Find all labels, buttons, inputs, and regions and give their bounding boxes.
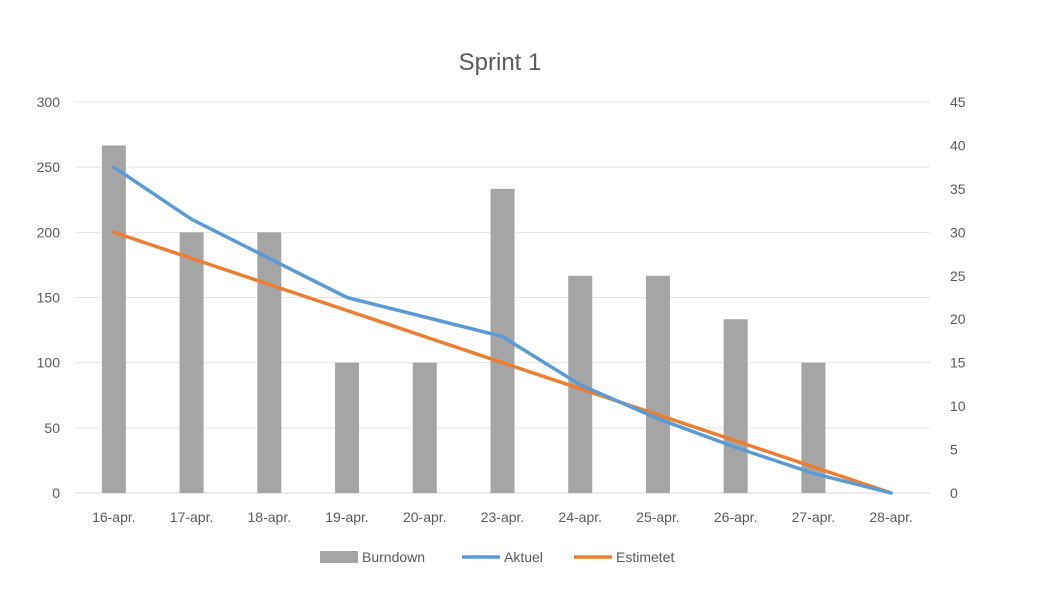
left-axis-ticks: 0 50 100 150 200 250 300 [37, 94, 61, 501]
x-axis-ticks: 16-apr. 17-apr. 18-apr. 19-apr. 20-apr. 23-ap… [92, 509, 913, 525]
burndown-bar [179, 232, 204, 494]
right-axis-tick-label: 20 [950, 311, 966, 327]
burndown-bar [101, 145, 126, 493]
x-axis-tick-label: 16-apr. [92, 509, 136, 525]
estimetet-line [112, 230, 893, 495]
legend: Burndown Aktuel Estimetet [320, 549, 674, 565]
legend-label: Burndown [362, 549, 425, 565]
legend-swatch-burndown [320, 551, 358, 563]
chart-title: Sprint 1 [459, 49, 542, 76]
burndown-bar [412, 362, 437, 493]
aktuel-line [112, 165, 893, 495]
x-axis-tick-label: 27-apr. [792, 509, 836, 525]
left-axis-tick-label: 50 [44, 420, 60, 436]
x-axis-tick-label: 26-apr. [714, 509, 758, 525]
right-axis-tick-label: 25 [950, 268, 966, 284]
burndown-bar [335, 362, 360, 493]
x-axis-tick-label: 28-apr. [869, 509, 913, 525]
left-axis-tick-label: 250 [37, 159, 61, 175]
burndown-bar [645, 275, 670, 493]
burndown-bar [723, 319, 748, 493]
series-lines [112, 165, 893, 495]
x-axis-tick-label: 20-apr. [403, 509, 447, 525]
x-axis-tick-label: 25-apr. [636, 509, 680, 525]
right-axis-tick-label: 0 [950, 485, 958, 501]
x-axis-tick-label: 19-apr. [325, 509, 369, 525]
left-axis-tick-label: 0 [52, 485, 60, 501]
left-axis-tick-label: 150 [37, 290, 61, 306]
right-axis-tick-label: 40 [950, 137, 966, 153]
burndown-bar [257, 232, 282, 494]
right-axis-tick-label: 35 [950, 181, 966, 197]
x-axis-tick-label: 24-apr. [558, 509, 602, 525]
x-axis-tick-label: 23-apr. [481, 509, 525, 525]
left-axis-tick-label: 300 [37, 94, 61, 110]
right-axis-tick-label: 30 [950, 224, 966, 240]
right-axis-tick-label: 10 [950, 398, 966, 414]
x-axis-tick-label: 18-apr. [248, 509, 292, 525]
right-axis-tick-label: 15 [950, 355, 966, 371]
right-axis-ticks: 0 5 10 15 20 25 30 35 40 45 [950, 94, 966, 501]
x-axis-tick-label: 17-apr. [170, 509, 214, 525]
legend-label: Estimetet [616, 549, 674, 565]
left-axis-tick-label: 200 [37, 224, 61, 240]
legend-label: Aktuel [504, 549, 543, 565]
left-axis-tick-label: 100 [37, 355, 61, 371]
right-axis-tick-label: 5 [950, 442, 958, 458]
right-axis-tick-label: 45 [950, 94, 966, 110]
